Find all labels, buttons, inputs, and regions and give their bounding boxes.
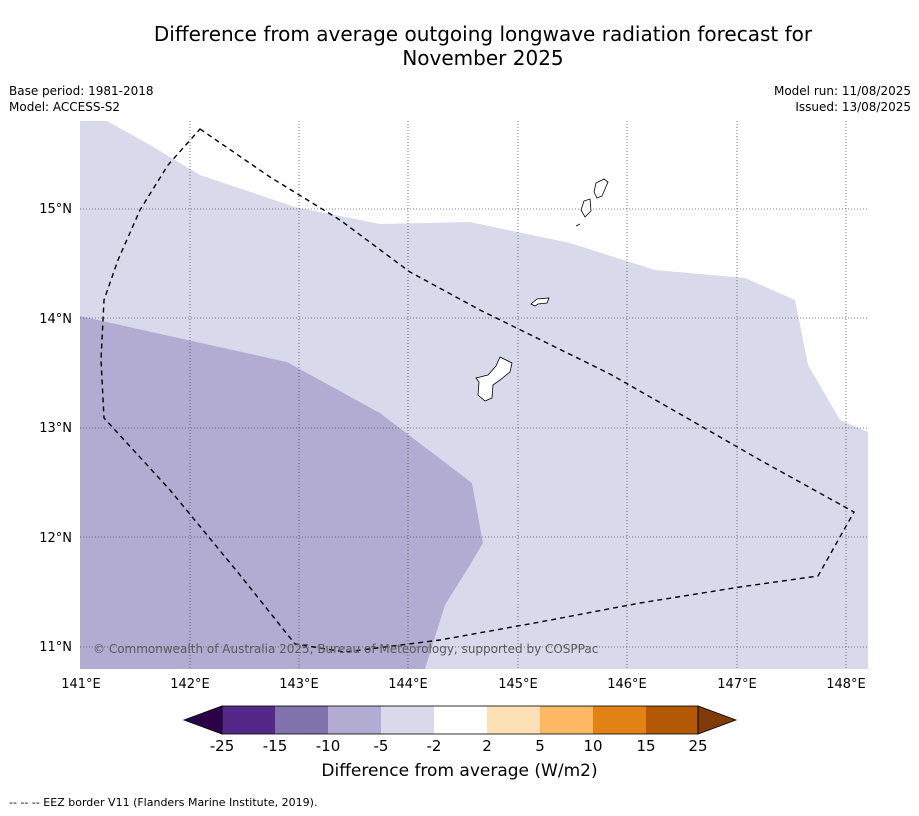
colorbar: -25 -15 -10 -5 -2 2 5 10 15 25	[182, 705, 738, 755]
colorbar-tick-label: 15	[636, 737, 655, 755]
colorbar-extend-high	[697, 705, 738, 735]
colorbar-tick-label: 25	[688, 737, 707, 755]
lon-label-144: 144°E	[388, 677, 428, 692]
lon-axis-labels: 141°E 142°E 143°E 144°E 145°E 146°E 147°…	[61, 677, 866, 692]
colorbar-frame	[221, 705, 699, 735]
island-tinian	[580, 198, 592, 218]
colorbar-tick-label: -2	[427, 737, 442, 755]
colorbar-swatch	[222, 706, 275, 734]
lon-label-142: 142°E	[170, 677, 210, 692]
lon-label-147: 147°E	[717, 677, 757, 692]
copyright-text: © Commonwealth of Australia 2025, Bureau…	[93, 642, 598, 656]
lat-label-14: 14°N	[39, 312, 72, 327]
anomaly-region-light	[80, 121, 868, 669]
colorbar-swatch	[328, 706, 381, 734]
gridlines	[80, 121, 868, 669]
colorbar-swatch	[540, 706, 593, 734]
colorbar-tick-label: -15	[263, 737, 288, 755]
colorbar-tick-label: 10	[583, 737, 602, 755]
metadata-left: Base period: 1981-2018 Model: ACCESS-S2	[9, 83, 154, 115]
lon-label-141: 141°E	[61, 677, 101, 692]
island-guam	[475, 356, 513, 402]
chart-title: Difference from average outgoing longwav…	[0, 22, 919, 70]
title-line-1: Difference from average outgoing longwav…	[153, 22, 813, 46]
metadata-right: Model run: 11/08/2025 Issued: 13/08/2025	[774, 83, 911, 115]
lon-label-145: 145°E	[498, 677, 538, 692]
lat-label-11: 11°N	[39, 640, 72, 655]
colorbar-swatch	[434, 706, 487, 734]
title-line-2: November 2025	[402, 46, 564, 70]
colorbar-swatch	[593, 706, 646, 734]
lon-label-148: 148°E	[826, 677, 866, 692]
eez-border	[100, 128, 855, 653]
island-saipan	[593, 178, 609, 199]
colorbar-swatch	[646, 706, 698, 734]
lat-axis-labels: 15°N 14°N 13°N 12°N 11°N	[39, 202, 72, 655]
colorbar-tick-label: -10	[316, 737, 341, 755]
colorbar-tick-label: 2	[482, 737, 492, 755]
map-panel: © Commonwealth of Australia 2025, Bureau…	[80, 121, 868, 669]
base-period-text: Base period: 1981-2018	[9, 84, 154, 98]
coastlines	[475, 178, 609, 402]
lat-label-12: 12°N	[39, 531, 72, 546]
eez-footnote: -- -- -- EEZ border V11 (Flanders Marine…	[9, 796, 318, 809]
lat-label-15: 15°N	[39, 202, 72, 217]
lon-label-146: 146°E	[607, 677, 647, 692]
colorbar-swatch	[275, 706, 328, 734]
colorbar-swatch	[381, 706, 434, 734]
model-text: Model: ACCESS-S2	[9, 100, 121, 114]
issued-text: Issued: 13/08/2025	[795, 100, 911, 114]
colorbar-extend-low	[182, 705, 223, 735]
island-rota	[530, 297, 550, 307]
colorbar-tick-label: -5	[374, 737, 389, 755]
colorbar-swatch	[487, 706, 540, 734]
colorbar-tick-label: 5	[535, 737, 545, 755]
anomaly-region-medium	[80, 316, 483, 669]
colorbar-tick-labels: -25 -15 -10 -5 -2 2 5 10 15 25	[210, 737, 708, 755]
island-aguijan	[575, 223, 581, 227]
lat-label-13: 13°N	[39, 421, 72, 436]
lon-label-143: 143°E	[279, 677, 319, 692]
colorbar-title: Difference from average (W/m2)	[321, 761, 598, 781]
model-run-text: Model run: 11/08/2025	[773, 84, 911, 98]
colorbar-tick-label: -25	[210, 737, 235, 755]
